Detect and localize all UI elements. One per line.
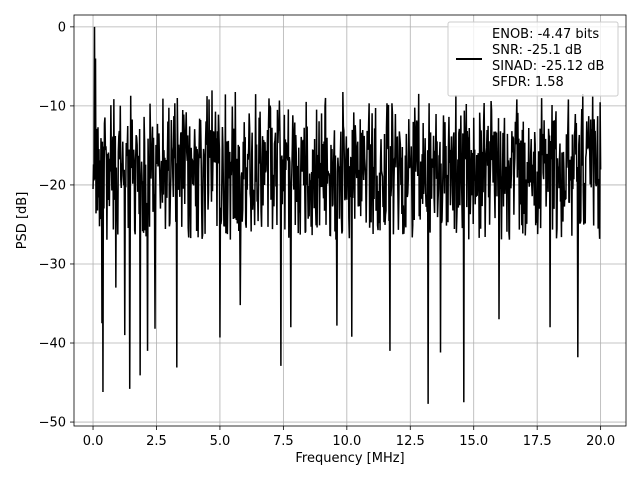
- psd-series-line: [92, 26, 602, 404]
- y-tick-label: −40: [39, 337, 66, 352]
- x-tick-label: 0.0: [83, 434, 104, 449]
- legend-box: [447, 21, 619, 97]
- x-tick-label: 12.5: [396, 434, 425, 449]
- x-tick-label: 5.0: [210, 434, 231, 449]
- y-tick-label: −50: [39, 416, 66, 431]
- y-tick-label: −10: [39, 99, 66, 114]
- x-tick-label: 17.5: [523, 434, 552, 449]
- y-tick-label: 0: [58, 20, 66, 35]
- plot-area: [92, 26, 602, 404]
- x-axis-label: Frequency [MHz]: [295, 451, 404, 466]
- axes: 0.0 2.5 5.0 7.5 10.0 12.5 15.0 17.5 20.0 0 −10 −20 −…: [39, 14, 627, 449]
- x-tick-label: 15.0: [459, 434, 488, 449]
- legend-entry-sinad: SINAD: -25.12 dB: [492, 59, 604, 74]
- axes-frame: [73, 14, 627, 427]
- x-tick-label: 10.0: [332, 434, 361, 449]
- legend-entry-enob: ENOB: -4.47 bits: [492, 27, 599, 42]
- x-tick-label: 20.0: [586, 434, 615, 449]
- y-axis-label: PSD [dB]: [15, 192, 30, 250]
- legend: ENOB: -4.47 bits SNR: -25.1 dB SINAD: -2…: [447, 21, 619, 97]
- legend-entry-sfdr: SFDR: 1.58: [492, 75, 564, 90]
- y-tick-label: −30: [39, 257, 66, 272]
- legend-entry-snr: SNR: -25.1 dB: [492, 43, 582, 58]
- x-tick-label: 2.5: [146, 434, 167, 449]
- x-tick-label: 7.5: [273, 434, 294, 449]
- axis-labels: Frequency [MHz] PSD [dB]: [15, 192, 405, 466]
- y-tick-label: −20: [39, 178, 66, 193]
